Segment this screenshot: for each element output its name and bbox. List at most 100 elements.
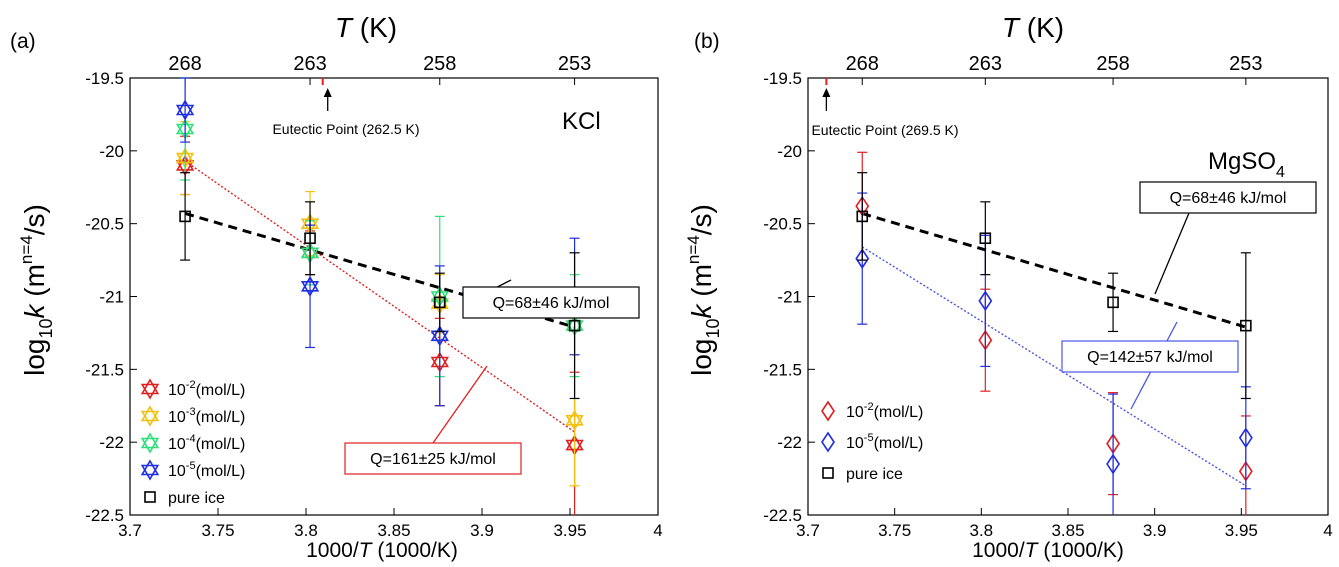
marker-diamond bbox=[855, 248, 870, 270]
data-point bbox=[1106, 453, 1121, 475]
legend-label: 10-2(mol/L) bbox=[846, 401, 923, 421]
panel-b-label: (b) bbox=[694, 30, 720, 53]
data-point bbox=[565, 409, 584, 431]
data-point bbox=[1107, 296, 1119, 309]
legend-marker bbox=[140, 459, 160, 481]
marker-square bbox=[979, 232, 992, 245]
top-tick-label: 253 bbox=[1229, 53, 1262, 75]
y-tick-label: -20.5 bbox=[85, 215, 124, 234]
marker-triangle-down bbox=[140, 437, 160, 454]
x-tick-label: 3.75 bbox=[201, 521, 234, 540]
y-tick-label: -20.5 bbox=[763, 215, 802, 234]
marker-square bbox=[1107, 296, 1119, 309]
top-tick-label: 268 bbox=[168, 53, 201, 75]
marker-square bbox=[433, 296, 446, 309]
fit-line bbox=[184, 160, 575, 433]
marker-diamond bbox=[1106, 453, 1121, 475]
top-tick-label: 258 bbox=[423, 53, 456, 75]
panel-a-label: (a) bbox=[10, 30, 36, 53]
data-point bbox=[855, 248, 870, 270]
marker-triangle-up bbox=[140, 405, 160, 422]
legend-marker bbox=[821, 431, 835, 453]
marker-triangle-up bbox=[140, 432, 160, 449]
x-tick-label: 3.95 bbox=[553, 521, 586, 540]
y-tick-label: -22 bbox=[777, 433, 802, 452]
marker-square bbox=[856, 210, 869, 223]
legend-marker bbox=[822, 467, 834, 479]
eutectic-label: Eutectic Point (262.5 K) bbox=[272, 121, 419, 137]
panel-b-xlabel: 1000/T (1000/K) bbox=[972, 539, 1124, 562]
legend-label: 10-4(mol/L) bbox=[168, 433, 245, 453]
x-tick-label: 3.75 bbox=[878, 521, 911, 540]
callout-label: Q=68±46 kJ/mol bbox=[1170, 190, 1287, 207]
x-tick-label: 3.7 bbox=[796, 521, 820, 540]
data-point bbox=[979, 232, 992, 245]
x-tick-label: 3.95 bbox=[1225, 521, 1258, 540]
legend: 10-2(mol/L) 10-5(mol/L) pure ice bbox=[821, 400, 923, 483]
data-point bbox=[978, 290, 993, 312]
panel-b-salt-label: MgSO4 bbox=[1208, 148, 1285, 181]
panel-a-plot: 3.7 3.75 3.8 3.85 3.9 3.95 4 -22.5 -22 -21.5 -21 -2… bbox=[85, 53, 662, 540]
marker-square bbox=[822, 467, 834, 479]
marker-triangle-up bbox=[140, 378, 160, 395]
callout-label: Q=142±57 kJ/mol bbox=[1087, 349, 1213, 366]
series bbox=[179, 172, 581, 400]
callout-box bbox=[1061, 340, 1239, 373]
series bbox=[856, 172, 1252, 400]
x-tick-label: 4 bbox=[1323, 521, 1332, 540]
legend-marker bbox=[821, 400, 835, 422]
panel-b-ylabel: log10k (mn=4/s) bbox=[684, 204, 723, 376]
legend-marker bbox=[140, 378, 160, 400]
y-tick-label: -20 bbox=[99, 142, 124, 161]
data-point bbox=[175, 99, 195, 121]
callout-box bbox=[344, 442, 522, 475]
marker-diamond bbox=[1238, 427, 1253, 449]
top-tick-label: 253 bbox=[558, 53, 591, 75]
x-tick-label: 3.9 bbox=[1143, 521, 1167, 540]
data-point bbox=[300, 275, 320, 297]
marker-triangle-up bbox=[430, 325, 449, 342]
marker-triangle-up bbox=[140, 459, 160, 476]
x-tick-label: 4 bbox=[653, 521, 662, 540]
data-point bbox=[1240, 319, 1252, 332]
panel-a-ylabel: log10k (mn=4/s) bbox=[17, 204, 56, 376]
x-tick-label: 3.9 bbox=[470, 521, 494, 540]
top-tick-label: 268 bbox=[846, 53, 879, 75]
marker-triangle-up bbox=[175, 99, 195, 116]
data-point bbox=[304, 232, 316, 245]
legend-label: 10-5(mol/L) bbox=[168, 460, 245, 480]
marker-triangle-down bbox=[175, 104, 195, 121]
y-tick-label: -19.5 bbox=[85, 69, 124, 88]
top-tick-label: 263 bbox=[969, 53, 1002, 75]
marker-triangle-down bbox=[140, 410, 160, 427]
legend-marker bbox=[140, 432, 160, 454]
fit-line bbox=[861, 246, 1247, 487]
top-tick-label: 263 bbox=[293, 53, 326, 75]
legend-label: 10-5(mol/L) bbox=[846, 432, 923, 452]
y-tick-label: -19.5 bbox=[763, 69, 802, 88]
panel-b-top-axis-label: T (K) bbox=[1002, 12, 1064, 43]
callout-leader bbox=[432, 365, 488, 444]
legend-label: pure ice bbox=[846, 466, 903, 483]
x-tick-label: 3.7 bbox=[118, 521, 142, 540]
panel-b-plot: 3.7 3.75 3.8 3.85 3.9 3.95 4 -22.5 -22 -21.5 -21 -2… bbox=[763, 53, 1332, 540]
callout-label: Q=161±25 kJ/mol bbox=[370, 451, 496, 468]
x-tick-label: 3.8 bbox=[970, 521, 994, 540]
marker-square bbox=[304, 232, 316, 245]
data-point bbox=[568, 319, 581, 332]
data-point bbox=[179, 210, 191, 223]
legend-marker bbox=[140, 405, 160, 427]
eutectic-arrow-head bbox=[822, 88, 831, 97]
y-tick-label: -21.5 bbox=[85, 360, 124, 379]
y-tick-label: -21 bbox=[99, 288, 124, 307]
y-tick-label: -22.5 bbox=[763, 506, 802, 525]
y-tick-label: -21 bbox=[777, 288, 802, 307]
callout-leader bbox=[1154, 212, 1190, 295]
marker-square bbox=[1240, 319, 1252, 332]
callout-box bbox=[462, 286, 640, 319]
legend-label: pure ice bbox=[168, 490, 225, 507]
marker-diamond bbox=[978, 290, 993, 312]
eutectic-arrow-head bbox=[323, 88, 332, 97]
legend: 10-2(mol/L) 10-3(mol/L) 10-4(mol/L) 10-5(mo… bbox=[140, 378, 245, 507]
marker-triangle-down bbox=[565, 414, 584, 431]
